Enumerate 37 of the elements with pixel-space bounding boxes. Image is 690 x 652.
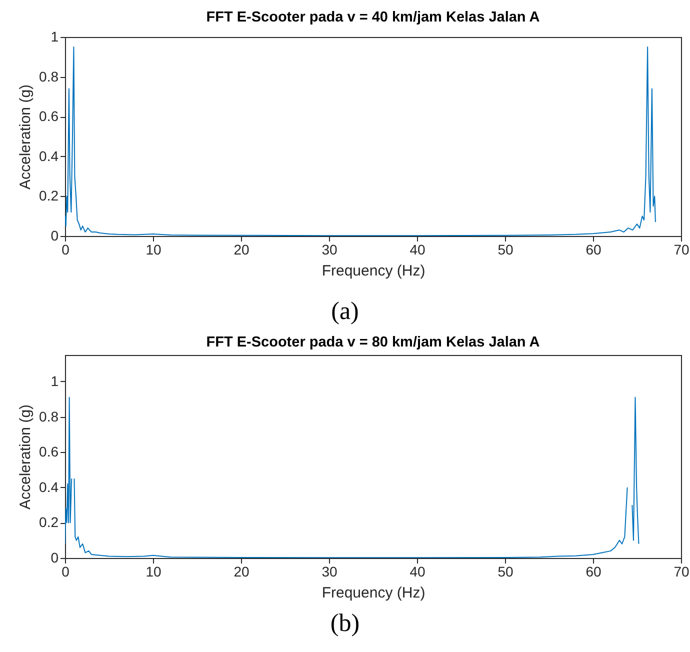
x-tick-label: 30 (322, 564, 338, 580)
x-tick-label: 0 (62, 564, 70, 580)
x-tick-label: 20 (234, 564, 250, 580)
y-tick-label: 0.8 (39, 68, 59, 84)
text: (a) (330, 298, 360, 326)
text: (b) (329, 610, 361, 638)
y-tick-label: 0.4 (39, 148, 59, 164)
y-axis-title: Acceleration (g) (17, 84, 34, 190)
x-tick-label: 30 (322, 242, 338, 258)
x-tick-label: 40 (410, 564, 426, 580)
x-tick-label: 70 (674, 242, 690, 258)
y-tick-label: 0.8 (39, 408, 59, 424)
x-axis-title: Frequency (Hz) (322, 584, 426, 602)
x-tick-label: 0 (62, 242, 70, 258)
x-tick-label: 10 (146, 242, 162, 258)
x-tick-label: 20 (234, 242, 250, 258)
x-tick-label: 40 (410, 242, 426, 258)
line-series (65, 46, 656, 236)
x-tick-label: 10 (146, 564, 162, 580)
x-tick-label: 50 (498, 564, 514, 580)
x-tick-label: 60 (586, 564, 602, 580)
y-tick-label: 0 (50, 228, 59, 244)
y-tick-label: 0.2 (39, 188, 59, 204)
y-tick-label: 0.6 (39, 444, 59, 460)
y-tick-label: 0 (50, 550, 59, 566)
x-axis-title: Frequency (Hz) (322, 262, 426, 280)
x-tick-label: 50 (498, 242, 514, 258)
y-tick-label: 0.2 (39, 514, 59, 530)
chart-title: FFT E-Scooter pada v = 40 km/jam Kelas Jalan A (206, 10, 540, 26)
y-tick-label: 1 (50, 372, 59, 389)
x-tick-label: 70 (674, 564, 690, 580)
y-tick-label: 0.4 (39, 478, 59, 495)
x-tick-label: 60 (586, 242, 602, 258)
y-axis-title: Acceleration (g) (17, 404, 34, 510)
chart-title: FFT E-Scooter pada v = 80 km/jam Kelas Jalan A (206, 334, 540, 350)
y-tick-label: 1 (50, 28, 59, 44)
y-tick-label: 0.6 (39, 108, 59, 124)
